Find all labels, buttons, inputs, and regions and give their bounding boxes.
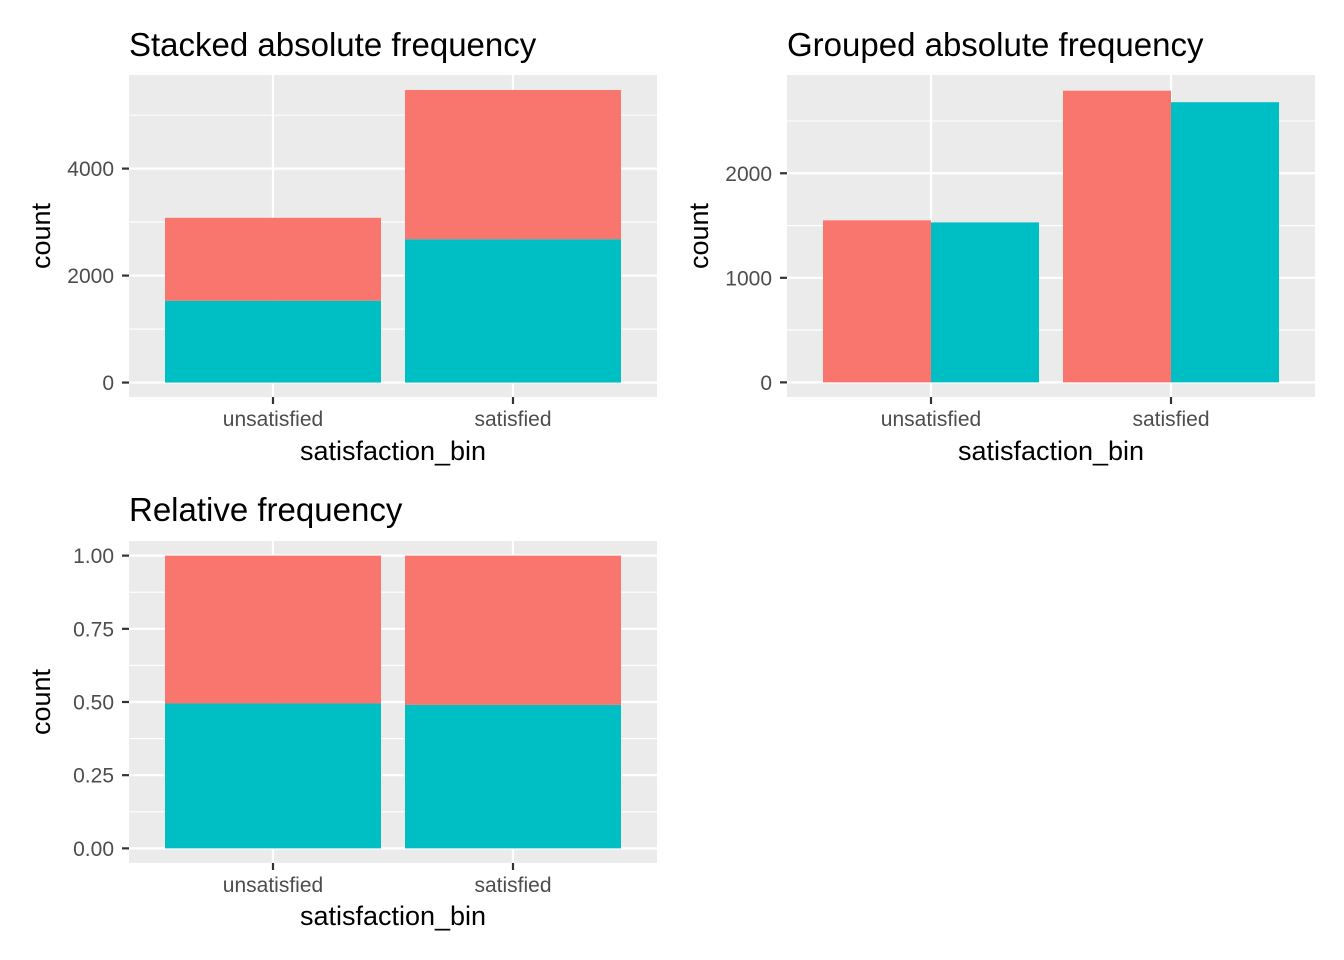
x-axis-title: satisfaction_bin bbox=[300, 901, 486, 931]
bar-satisfied-series-2 bbox=[1171, 102, 1279, 383]
bar-unsatisfied-series-1 bbox=[165, 217, 381, 301]
chart-title: Grouped absolute frequency bbox=[787, 26, 1204, 63]
bar-satisfied-series-2 bbox=[405, 239, 621, 383]
bar-unsatisfied-series-1 bbox=[823, 220, 931, 383]
y-tick-label: 0 bbox=[102, 372, 114, 395]
chart-panel-3: 0.00 0.25 0.50 0.75 1.00 unsatisfied satisfied… bbox=[26, 491, 657, 931]
y-tick-label: 4000 bbox=[67, 158, 114, 181]
bar-unsatisfied-series-2 bbox=[165, 703, 381, 849]
y-tick-label: 0 bbox=[760, 372, 772, 395]
y-tick-label: 2000 bbox=[725, 163, 772, 186]
y-axis-title: count bbox=[684, 202, 714, 269]
bar-satisfied-series-1 bbox=[405, 555, 621, 705]
chart-panel-2: 0 1000 2000 unsatisfied satisfied satisfactio… bbox=[684, 26, 1315, 466]
bar-satisfied-series-1 bbox=[405, 89, 621, 240]
bar-unsatisfied-series-1 bbox=[165, 555, 381, 704]
bar-satisfied-series-1 bbox=[1063, 90, 1171, 383]
x-axis-title: satisfaction_bin bbox=[300, 436, 486, 466]
x-tick-label: satisfied bbox=[1132, 408, 1209, 431]
y-tick-label: 1.00 bbox=[73, 545, 114, 568]
chart-title: Stacked absolute frequency bbox=[129, 26, 537, 63]
chart-panel-1: 0 2000 4000 unsatisfied satisfied satisfactio… bbox=[26, 26, 657, 466]
y-tick-label: 0.50 bbox=[73, 692, 114, 715]
y-axis-title: count bbox=[26, 668, 56, 735]
x-tick-label: unsatisfied bbox=[223, 408, 323, 431]
x-tick-label: satisfied bbox=[474, 874, 551, 897]
x-tick-label: unsatisfied bbox=[881, 408, 981, 431]
y-axis-title: count bbox=[26, 202, 56, 269]
bar-unsatisfied-series-2 bbox=[165, 300, 381, 383]
y-tick-label: 0.00 bbox=[73, 838, 114, 861]
y-tick-label: 0.25 bbox=[73, 765, 114, 788]
y-tick-label: 2000 bbox=[67, 265, 114, 288]
bar-unsatisfied-series-2 bbox=[931, 222, 1039, 383]
chart-title: Relative frequency bbox=[129, 491, 403, 528]
y-tick-label: 1000 bbox=[725, 267, 772, 290]
x-tick-label: satisfied bbox=[474, 408, 551, 431]
y-tick-label: 0.75 bbox=[73, 618, 114, 641]
x-axis-title: satisfaction_bin bbox=[958, 436, 1144, 466]
bar-satisfied-series-2 bbox=[405, 704, 621, 849]
x-tick-label: unsatisfied bbox=[223, 874, 323, 897]
